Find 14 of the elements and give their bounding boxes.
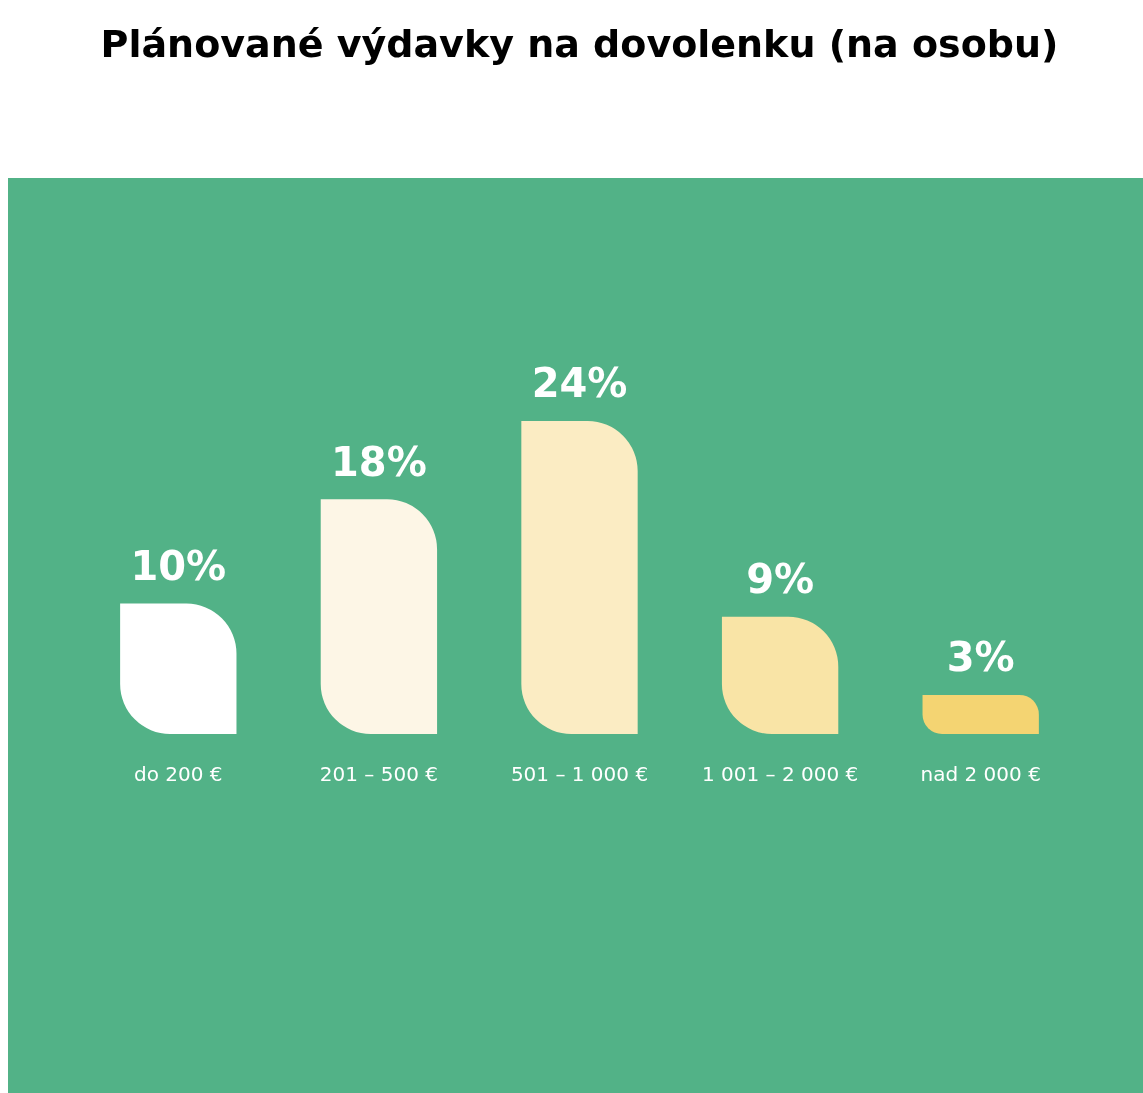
bar: [521, 421, 638, 734]
chart-title: Plánované výdavky na dovolenku (na osobu): [99, 21, 1060, 68]
data-label: 9%: [746, 556, 815, 603]
data-label: 10%: [130, 542, 227, 589]
bar: [320, 499, 438, 734]
x-tick-label: nad 2 000 €: [920, 762, 1041, 787]
x-tick-label: 201 – 500 €: [319, 762, 438, 787]
data-label: 18%: [331, 438, 427, 485]
data-label: 24%: [531, 360, 628, 407]
x-tick-label: do 200 €: [134, 762, 223, 787]
data-label: 3%: [946, 634, 1015, 681]
x-tick-label: 501 – 1 000 €: [510, 762, 649, 787]
bar: [922, 694, 1039, 734]
x-tick-label: 1 001 – 2 000 €: [701, 762, 859, 787]
